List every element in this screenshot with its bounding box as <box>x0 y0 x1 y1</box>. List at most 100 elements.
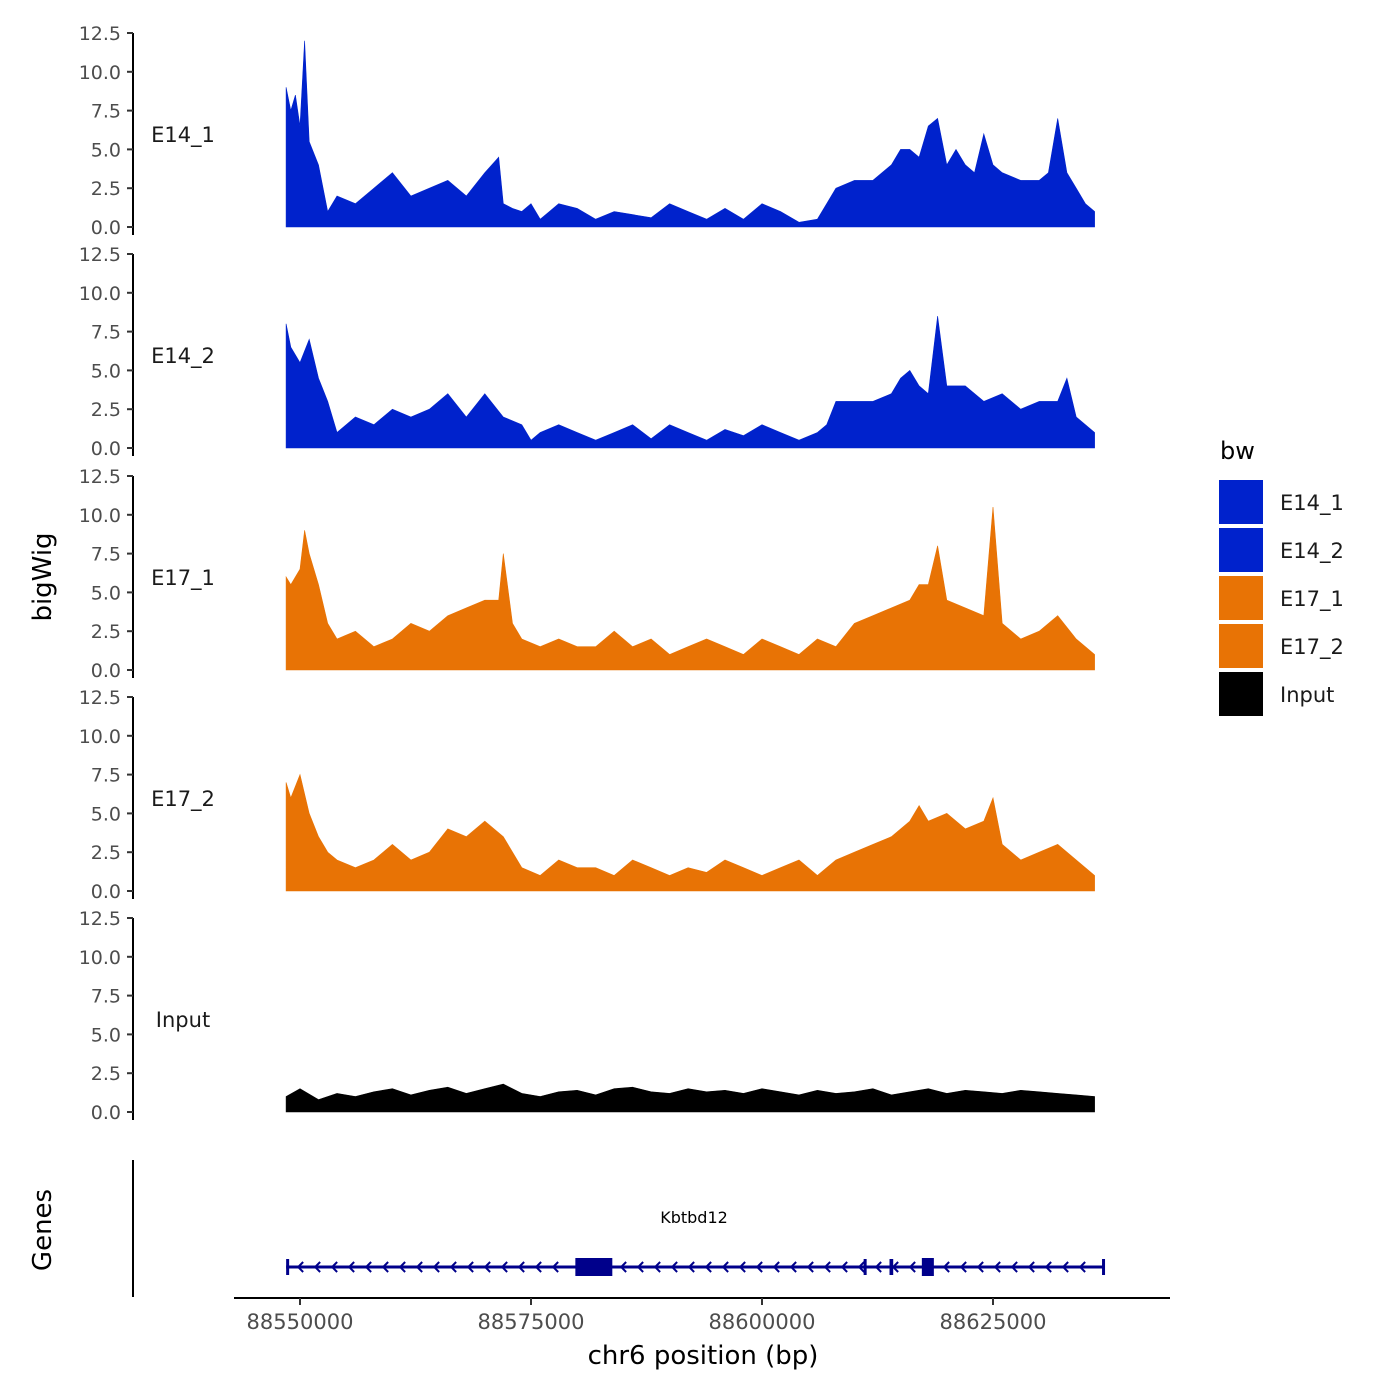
exon <box>1102 1259 1106 1275</box>
y-tick-label: 7.5 <box>91 765 121 787</box>
strand-arrow <box>296 1261 304 1273</box>
y-axis-title: bigWig <box>28 532 58 621</box>
exon <box>863 1259 867 1275</box>
exon <box>575 1258 613 1276</box>
strand-arrow <box>772 1261 780 1273</box>
strand-arrow <box>704 1261 712 1273</box>
y-tick-label: 2.5 <box>91 178 121 200</box>
y-tick-label: 5.0 <box>91 803 121 825</box>
strand-arrow <box>840 1261 848 1273</box>
x-tick-label: 88550000 <box>247 1310 354 1334</box>
signal-area <box>285 506 1095 671</box>
y-tick-label: 12.5 <box>79 687 121 709</box>
strand-arrow <box>483 1261 491 1273</box>
strand-arrow <box>806 1261 814 1273</box>
y-tick-label: 2.5 <box>91 621 121 643</box>
strand-arrow <box>1044 1261 1052 1273</box>
strand-arrow <box>959 1261 967 1273</box>
signal-area <box>285 773 1095 892</box>
strand-arrow <box>449 1261 457 1273</box>
y-tick-label: 2.5 <box>91 842 121 864</box>
legend-swatch <box>1219 672 1263 716</box>
y-tick-label: 10.0 <box>79 947 121 969</box>
genes-panel-title: Genes <box>28 1189 58 1271</box>
x-axis-title: chr6 position (bp) <box>588 1341 819 1371</box>
track-e17-1: 0.0 2.5 5.0 7.5 10.0 12.5 E17_1 <box>79 466 1095 682</box>
y-tick-label: 10.0 <box>79 505 121 527</box>
gene-label: Kbtbd12 <box>660 1208 728 1227</box>
strand-arrow <box>653 1261 661 1273</box>
y-tick-label: 0.0 <box>91 217 121 239</box>
strand-arrow <box>857 1261 865 1273</box>
strand-arrow <box>789 1261 797 1273</box>
track-panels: 0.0 2.5 5.0 7.5 10.0 12.5 E14_1 0.0 2.5 5.0 7.5 10.… <box>79 23 1095 1124</box>
x-axis: 88550000 88575000 88600000 88625000 <box>234 1297 1170 1334</box>
y-tick-label: 12.5 <box>79 244 121 266</box>
strand-arrow <box>398 1261 406 1273</box>
strand-arrow <box>313 1261 321 1273</box>
strand-arrow <box>942 1261 950 1273</box>
legend-label: E17_2 <box>1280 635 1344 660</box>
signal-area <box>285 1083 1095 1113</box>
strand-arrow <box>1027 1261 1035 1273</box>
exon <box>286 1259 290 1275</box>
y-tick-label: 0.0 <box>91 881 121 903</box>
strand-arrow <box>466 1261 474 1273</box>
track-label: E17_2 <box>151 787 215 812</box>
track-label: E14_2 <box>151 344 215 369</box>
legend-label: Input <box>1280 683 1334 707</box>
track-e14-2: 0.0 2.5 5.0 7.5 10.0 12.5 E14_2 <box>79 244 1095 460</box>
x-tick-label: 88625000 <box>940 1310 1047 1334</box>
strand-arrow <box>500 1261 508 1273</box>
signal-area <box>285 316 1095 449</box>
strand-arrow <box>432 1261 440 1273</box>
exon <box>889 1259 894 1275</box>
strand-arrow <box>874 1261 882 1273</box>
y-tick-label: 0.0 <box>91 1102 121 1124</box>
legend: bw E14_1 E14_2 E17_1 E17_2 Input <box>1219 437 1344 716</box>
strand-arrow <box>1010 1261 1018 1273</box>
strand-arrow <box>330 1261 338 1273</box>
signal-area <box>285 40 1095 228</box>
gene-panel: Kbtbd12 <box>132 1160 1106 1297</box>
track-label: E14_1 <box>151 123 215 148</box>
strand-arrow <box>1078 1261 1086 1273</box>
strand-arrow <box>619 1261 627 1273</box>
strand-arrow <box>381 1261 389 1273</box>
track-label: Input <box>156 1008 210 1032</box>
strand-arrow <box>534 1261 542 1273</box>
y-tick-label: 7.5 <box>91 986 121 1008</box>
strand-arrow <box>415 1261 423 1273</box>
y-tick-label: 7.5 <box>91 101 121 123</box>
legend-label: E14_1 <box>1280 491 1344 516</box>
y-tick-label: 2.5 <box>91 1063 121 1085</box>
legend-title: bw <box>1220 437 1255 465</box>
strand-arrow <box>670 1261 678 1273</box>
strand-arrow <box>993 1261 1001 1273</box>
y-tick-label: 10.0 <box>79 62 121 84</box>
y-tick-label: 12.5 <box>79 466 121 488</box>
x-tick-label: 88575000 <box>478 1310 585 1334</box>
exon <box>921 1258 934 1276</box>
strand-arrow <box>517 1261 525 1273</box>
y-tick-label: 5.0 <box>91 360 121 382</box>
y-tick-label: 0.0 <box>91 660 121 682</box>
strand-arrow <box>738 1261 746 1273</box>
track-e14-1: 0.0 2.5 5.0 7.5 10.0 12.5 E14_1 <box>79 23 1095 239</box>
legend-label: E14_2 <box>1280 539 1344 564</box>
y-tick-label: 10.0 <box>79 726 121 748</box>
strand-arrow <box>823 1261 831 1273</box>
track-label: E17_1 <box>151 566 215 591</box>
strand-arrow <box>687 1261 695 1273</box>
strand-arrow <box>347 1261 355 1273</box>
strand-arrow <box>755 1261 763 1273</box>
legend-swatch <box>1219 528 1263 572</box>
strand-arrow <box>364 1261 372 1273</box>
strand-arrow <box>976 1261 984 1273</box>
y-tick-label: 10.0 <box>79 283 121 305</box>
track-input: 0.0 2.5 5.0 7.5 10.0 12.5 Input <box>79 908 1095 1124</box>
y-tick-label: 5.0 <box>91 1024 121 1046</box>
strand-arrow <box>908 1261 916 1273</box>
y-tick-label: 7.5 <box>91 544 121 566</box>
strand-arrow <box>1061 1261 1069 1273</box>
